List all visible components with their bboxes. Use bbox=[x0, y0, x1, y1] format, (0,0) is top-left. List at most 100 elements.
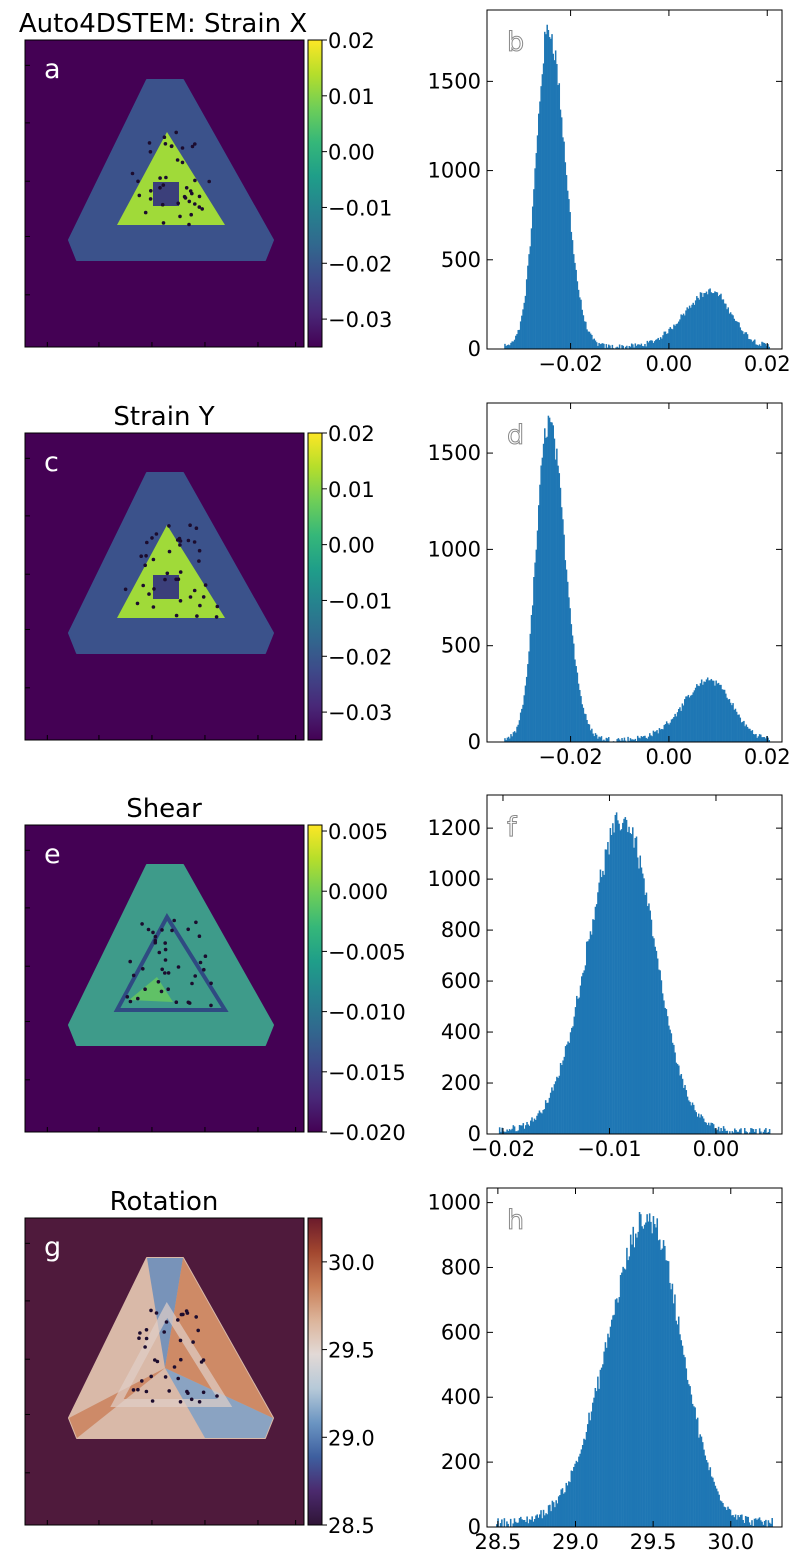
histogram-bar bbox=[528, 1125, 531, 1134]
histogram-bar bbox=[517, 1130, 520, 1134]
histogram-bar bbox=[700, 1436, 703, 1527]
histogram-bar bbox=[707, 1122, 710, 1134]
histogram-bar bbox=[525, 279, 528, 349]
histogram-bar bbox=[630, 343, 633, 349]
histogram-bar bbox=[760, 1131, 762, 1134]
map-speckle bbox=[146, 927, 151, 932]
histogram-bar bbox=[557, 1496, 560, 1527]
y-tick-label: 0 bbox=[468, 1122, 481, 1146]
map-speckle bbox=[138, 1331, 142, 1335]
histogram-bar bbox=[521, 1125, 523, 1134]
map-speckle bbox=[189, 212, 193, 217]
histogram-bar bbox=[722, 1126, 725, 1134]
histogram-bar bbox=[538, 1514, 541, 1527]
histogram-bar bbox=[749, 1524, 752, 1527]
histogram-bar bbox=[601, 343, 604, 349]
histogram-bar bbox=[651, 340, 653, 349]
histogram-bar bbox=[704, 1455, 707, 1527]
map-speckle bbox=[167, 549, 172, 554]
histogram-bar bbox=[731, 705, 733, 742]
histogram-bar bbox=[738, 714, 740, 742]
histogram-bar bbox=[758, 1517, 761, 1527]
histogram-bar bbox=[594, 733, 597, 742]
histogram-bar bbox=[703, 681, 705, 742]
histogram-bar bbox=[712, 1124, 715, 1134]
histogram-bar bbox=[579, 985, 582, 1134]
histogram-bar bbox=[518, 1518, 521, 1527]
histogram-bar bbox=[762, 342, 764, 349]
histogram-bar bbox=[513, 731, 516, 742]
histogram-bar bbox=[670, 1289, 672, 1527]
histogram-bar bbox=[658, 969, 660, 1134]
histogram-b bbox=[486, 9, 783, 350]
histogram-bar bbox=[545, 34, 547, 350]
histogram-bar bbox=[516, 334, 518, 349]
histogram-bar bbox=[535, 1515, 537, 1527]
histogram-bar bbox=[682, 313, 685, 349]
map-core bbox=[117, 525, 225, 618]
map-speckle bbox=[187, 222, 191, 227]
histogram-bar bbox=[540, 86, 542, 350]
histogram-bar bbox=[728, 1508, 731, 1527]
histogram-bar bbox=[552, 53, 554, 349]
colorbar-g bbox=[307, 1217, 323, 1526]
histogram-frame bbox=[486, 9, 783, 350]
histogram-bar bbox=[530, 228, 533, 349]
map-speckle bbox=[141, 583, 145, 588]
histogram-bar bbox=[531, 206, 534, 349]
histogram-bar bbox=[709, 680, 711, 742]
map-speckle bbox=[188, 595, 193, 599]
histogram-bar bbox=[551, 422, 553, 742]
histogram-bar bbox=[566, 581, 569, 742]
histogram-bar bbox=[661, 728, 663, 742]
histogram-bar bbox=[669, 327, 672, 349]
histogram-bar bbox=[517, 1522, 520, 1527]
histogram-bar bbox=[734, 320, 737, 349]
histogram-bar bbox=[576, 1462, 579, 1527]
histogram-bar bbox=[646, 906, 649, 1134]
histogram-bar bbox=[589, 730, 592, 742]
histogram-bar bbox=[761, 341, 763, 349]
histogram-bar bbox=[657, 733, 659, 742]
histogram-bar bbox=[664, 724, 667, 742]
histogram-bar bbox=[706, 294, 709, 349]
map-speckle bbox=[150, 536, 154, 540]
histogram-bar bbox=[621, 345, 623, 349]
histogram-bar bbox=[760, 734, 762, 742]
histogram-bar bbox=[501, 1127, 503, 1134]
histogram-bar bbox=[716, 683, 719, 742]
histogram-bar bbox=[740, 1128, 742, 1134]
histogram-bar bbox=[597, 1376, 599, 1527]
map-speckle bbox=[190, 981, 194, 986]
histogram-bar bbox=[635, 345, 638, 349]
map-speckle bbox=[166, 987, 170, 991]
histogram-bar bbox=[594, 340, 597, 349]
histogram-bar bbox=[539, 484, 541, 742]
histogram-bar bbox=[544, 428, 546, 742]
histogram-frame bbox=[486, 794, 783, 1135]
histogram-bar bbox=[723, 1506, 725, 1527]
histogram-bar bbox=[721, 1131, 724, 1134]
map-speckle bbox=[158, 186, 162, 190]
histogram-bar bbox=[554, 459, 557, 742]
histogram-bar bbox=[709, 1467, 712, 1527]
histogram-bar bbox=[728, 698, 731, 742]
histogram-bar bbox=[689, 1101, 691, 1134]
map-speckle bbox=[149, 189, 153, 193]
colorbar-tick-label: 0.00 bbox=[328, 534, 375, 558]
histogram-bar bbox=[634, 738, 637, 742]
histogram-bar bbox=[751, 1128, 753, 1134]
histogram-bar bbox=[535, 549, 538, 742]
map-speckle bbox=[172, 918, 176, 923]
map-speckle bbox=[195, 614, 199, 618]
histogram-bar bbox=[612, 823, 614, 1134]
histogram-bar bbox=[764, 343, 767, 349]
y-tick-label: 1000 bbox=[428, 1191, 481, 1215]
x-tick-label: 29.0 bbox=[552, 1530, 599, 1554]
histogram-bar bbox=[655, 731, 657, 742]
histogram-bar bbox=[768, 1129, 771, 1134]
histogram-bar bbox=[666, 1260, 669, 1527]
histogram-bar bbox=[513, 1126, 516, 1134]
histogram-bar bbox=[512, 1125, 515, 1134]
x-tick-label: −0.01 bbox=[577, 1137, 641, 1161]
